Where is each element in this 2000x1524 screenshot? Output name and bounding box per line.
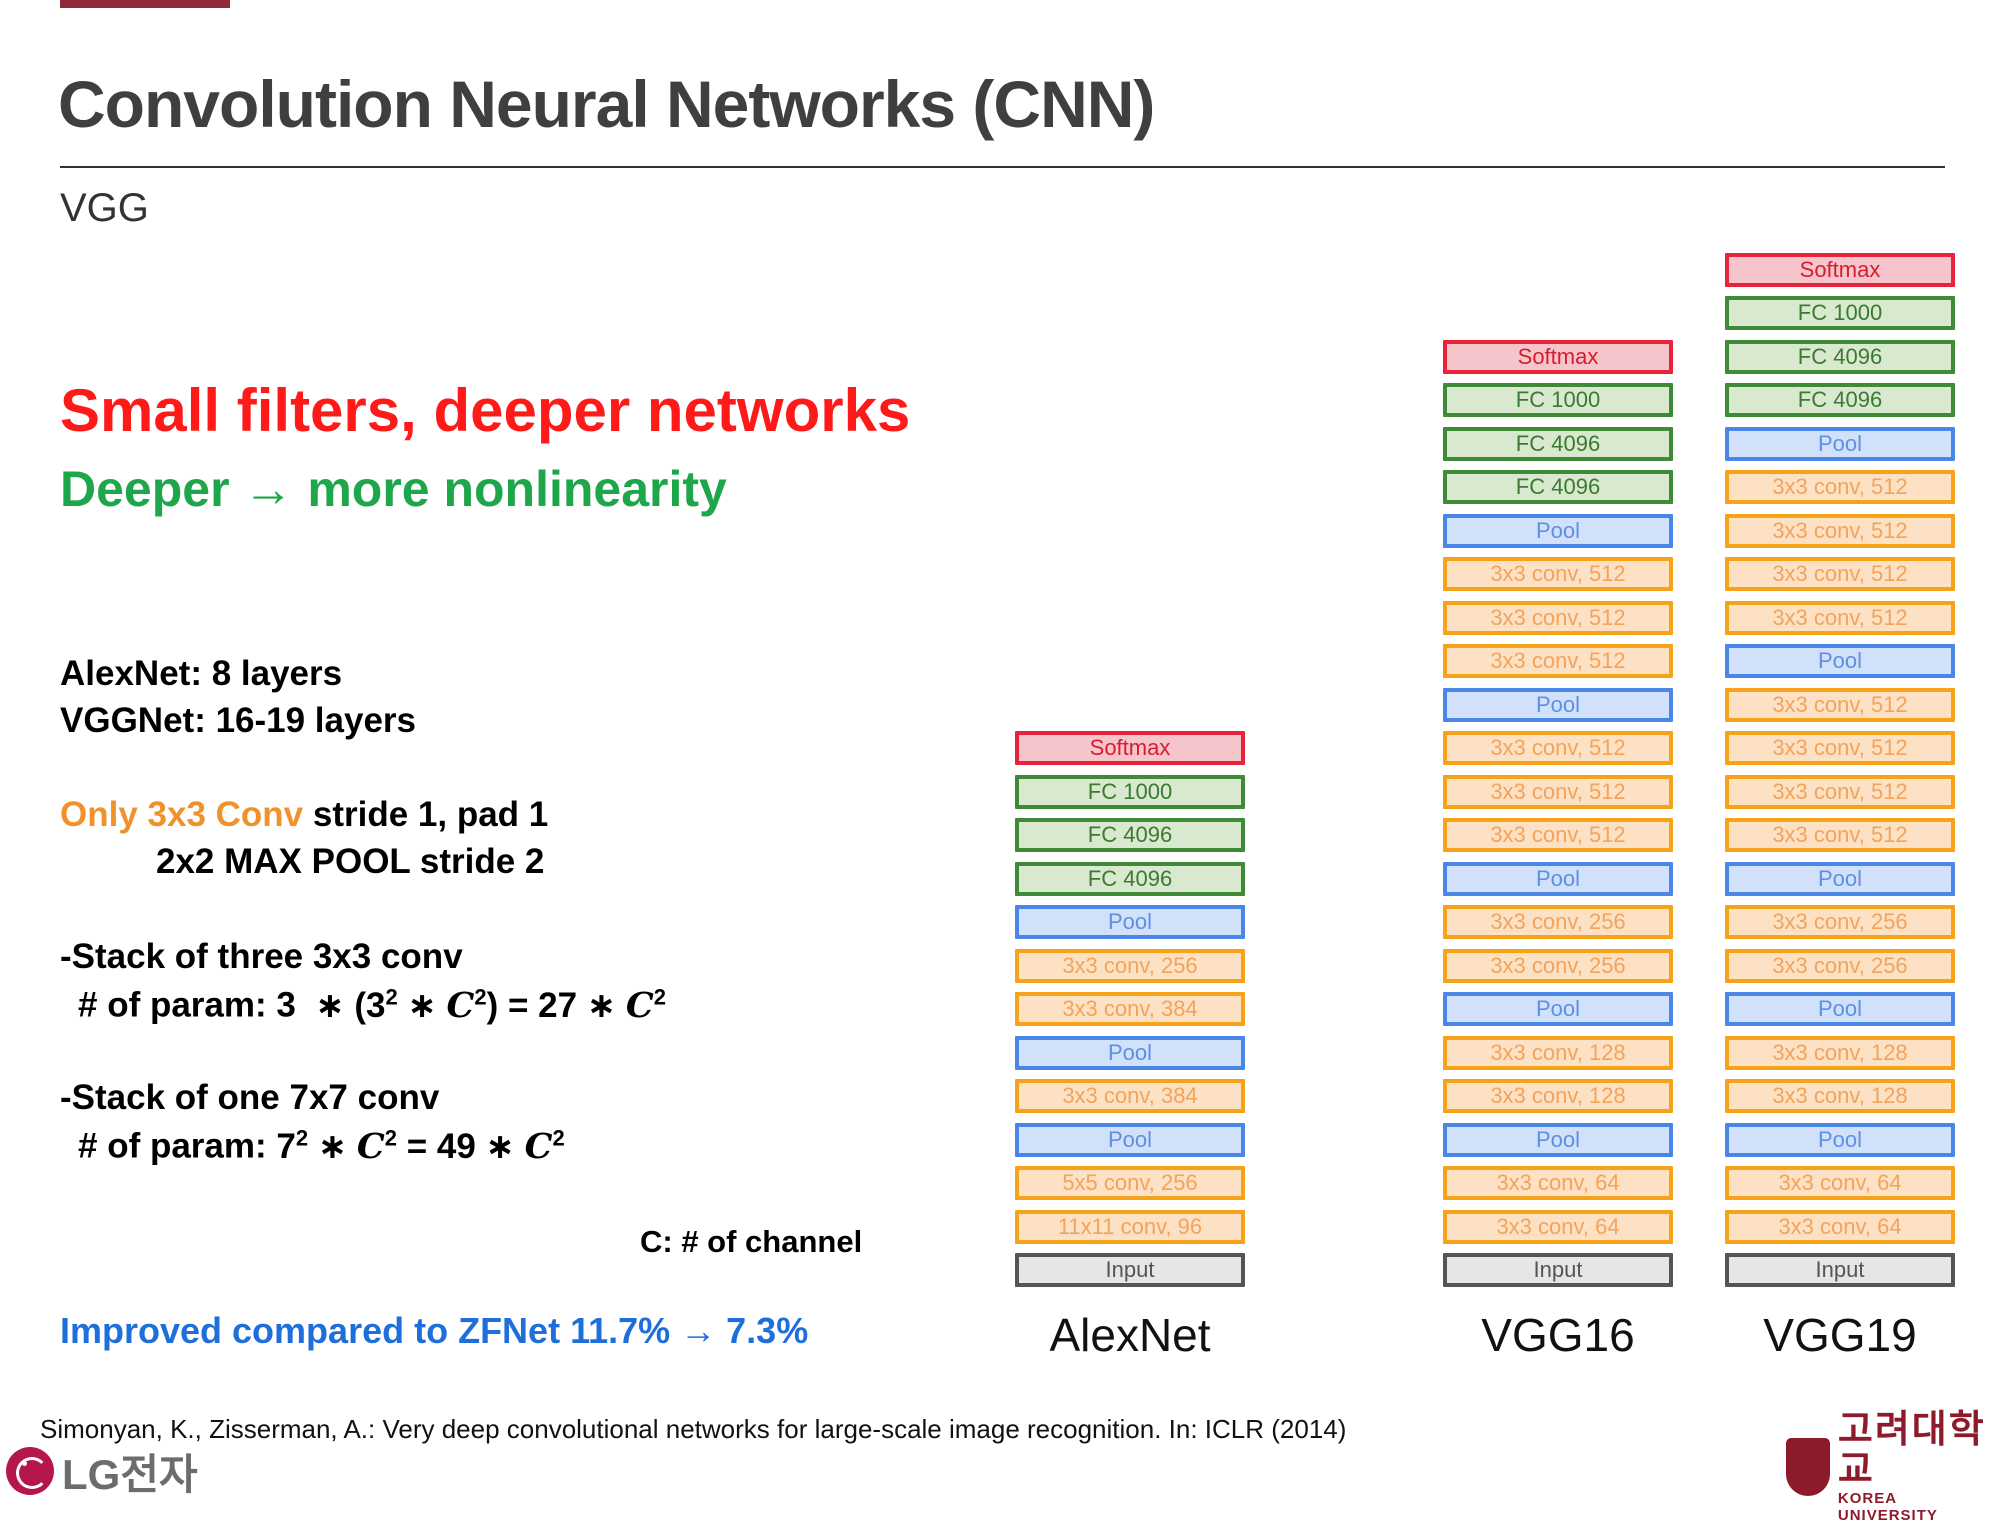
alexnet-layer-conv: 3x3 conv, 384 [1015, 1079, 1245, 1113]
vgg16-layer-pool: Pool [1443, 513, 1673, 548]
vgg16-layer-conv: 3x3 conv, 512 [1443, 644, 1673, 678]
vgg19-layer-conv: 3x3 conv, 512 [1725, 774, 1955, 809]
vgg19-layer-pool: Pool [1725, 1122, 1955, 1157]
vgg16-layer-pool: Pool [1443, 1122, 1673, 1157]
alexnet-layer-pool: Pool [1015, 905, 1245, 939]
vgg16-layer-fc: FC 4096 [1443, 426, 1673, 461]
vgg19-layer-pool: Pool [1725, 861, 1955, 896]
stack-one-formula: # of param: 72 ∗ C2 = 49 ∗ C2 [78, 1125, 565, 1167]
vgg19-layer-pool: Pool [1725, 992, 1955, 1026]
tiger-crest-icon [1786, 1438, 1830, 1496]
vgg16-layer-conv: 3x3 conv, 128 [1443, 1035, 1673, 1070]
top-accent-bar [60, 0, 230, 8]
improvement-note: Improved compared to ZFNet 11.7% → 7.3% [60, 1310, 809, 1351]
vgg16-layer-fc: FC 1000 [1443, 383, 1673, 417]
alexnet-layer-fc: FC 1000 [1015, 774, 1245, 809]
stack-one-formula-math: 72 ∗ C2 = 49 ∗ C2 [276, 1125, 565, 1167]
vgg19-layer-conv: 3x3 conv, 128 [1725, 1079, 1955, 1113]
vggnet-layer-count: VGGNet: 16-19 layers [60, 701, 417, 740]
vgg19-layer-conv: 3x3 conv, 256 [1725, 948, 1955, 983]
alexnet-layer-count: AlexNet: 8 layers [60, 654, 343, 693]
alexnet-layer-fc: FC 4096 [1015, 818, 1245, 852]
subheadline: Deeper → more nonlinearity [60, 461, 727, 517]
stack-one-title: -Stack of one 7x7 conv [60, 1078, 440, 1117]
vgg19-layer-fc: FC 4096 [1725, 339, 1955, 374]
slide-subtitle: VGG [60, 186, 149, 230]
vgg16-layer-pool: Pool [1443, 687, 1673, 722]
vgg19-layer-pool: Pool [1725, 644, 1955, 678]
alexnet-layer-conv: 11x11 conv, 96 [1015, 1209, 1245, 1244]
stack-three-formula-math: ∗ (32 ∗ C2) = 27 ∗ C2 [305, 984, 666, 1026]
vgg19-layer-conv: 3x3 conv, 512 [1725, 470, 1955, 504]
headline: Small filters, deeper networks [60, 377, 911, 444]
vgg16-layer-softmax: Softmax [1443, 339, 1673, 374]
vgg19-layer-conv: 3x3 conv, 64 [1725, 1209, 1955, 1244]
alexnet-layer-fc: FC 4096 [1015, 861, 1245, 896]
vgg16-layer-fc: FC 4096 [1443, 470, 1673, 504]
stack-one-formula-prefix: # of param: [78, 1126, 277, 1166]
stack-three-formula: # of param: 3 ∗ (32 ∗ C2) = 27 ∗ C2 [78, 984, 666, 1026]
lg-face-icon [6, 1447, 54, 1495]
ku-logo-korean: 고려대학교 [1837, 1409, 1986, 1491]
vgg16-layer-input: Input [1443, 1253, 1673, 1287]
vgg16-layer-pool: Pool [1443, 861, 1673, 896]
vgg16-layer-conv: 3x3 conv, 256 [1443, 948, 1673, 983]
alexnet-layer-pool: Pool [1015, 1122, 1245, 1157]
conv-only-rest: stride 1, pad 1 [303, 795, 549, 834]
maxpool-line: 2x2 MAX POOL stride 2 [156, 842, 545, 881]
vgg16-layer-conv: 3x3 conv, 64 [1443, 1209, 1673, 1244]
ku-logo-english: KOREA UNIVERSITY [1837, 1490, 1938, 1524]
vgg19-layer-conv: 3x3 conv, 64 [1725, 1166, 1955, 1200]
vgg16-layer-conv: 3x3 conv, 512 [1443, 557, 1673, 591]
alexnet-layer-conv: 3x3 conv, 384 [1015, 992, 1245, 1026]
channel-note: C: # of channel [640, 1224, 863, 1259]
stack-three-title: -Stack of three 3x3 conv [60, 937, 463, 976]
conv-config-line: Only 3x3 Conv stride 1, pad 1 [60, 795, 548, 835]
vgg19-layer-conv: 3x3 conv, 512 [1725, 687, 1955, 722]
vgg19-layer-softmax: Softmax [1725, 252, 1955, 287]
vgg19-layer-conv: 3x3 conv, 128 [1725, 1035, 1955, 1070]
vgg16-layer-conv: 3x3 conv, 512 [1443, 818, 1673, 852]
vgg19-layer-fc: FC 4096 [1725, 383, 1955, 417]
vgg16-layer-conv: 3x3 conv, 256 [1443, 905, 1673, 939]
alexnet-label: AlexNet [1049, 1309, 1211, 1361]
vgg16-layer-conv: 3x3 conv, 512 [1443, 731, 1673, 765]
alexnet-layer-pool: Pool [1015, 1035, 1245, 1070]
vgg16-label: VGG16 [1481, 1309, 1635, 1361]
vgg16-layer-conv: 3x3 conv, 128 [1443, 1079, 1673, 1113]
vgg16-layer-conv: 3x3 conv, 512 [1443, 774, 1673, 809]
alexnet-layer-conv: 3x3 conv, 256 [1015, 948, 1245, 983]
citation: Simonyan, K., Zisserman, A.: Very deep c… [40, 1414, 1347, 1444]
vgg16-layer-pool: Pool [1443, 992, 1673, 1026]
stack-three-formula-prefix: # of param: 3 [78, 985, 296, 1025]
vgg19-layer-conv: 3x3 conv, 512 [1725, 557, 1955, 591]
korea-university-logo: 고려대학교 KOREA UNIVERSITY [1786, 1410, 2000, 1524]
slide-title: Convolution Neural Networks (CNN) [58, 67, 1155, 141]
vgg19-label: VGG19 [1763, 1309, 1917, 1361]
vgg19-layer-conv: 3x3 conv, 512 [1725, 818, 1955, 852]
vgg19-layer-conv: 3x3 conv, 512 [1725, 513, 1955, 548]
vgg19-layer-input: Input [1725, 1253, 1955, 1287]
vgg19-layer-conv: 3x3 conv, 512 [1725, 600, 1955, 635]
conv-only-highlight: Only 3x3 Conv [60, 795, 304, 834]
vgg19-layer-conv: 3x3 conv, 256 [1725, 905, 1955, 939]
alexnet-layer-conv: 5x5 conv, 256 [1015, 1166, 1245, 1200]
lg-logo: LG전자 [6, 1446, 198, 1498]
alexnet-layer-softmax: Softmax [1015, 731, 1245, 765]
alexnet-layer-input: Input [1015, 1253, 1245, 1287]
title-divider [60, 166, 1945, 168]
lg-logo-text: LG전자 [62, 1450, 198, 1498]
vgg19-layer-fc: FC 1000 [1725, 296, 1955, 330]
vgg16-layer-conv: 3x3 conv, 512 [1443, 600, 1673, 635]
vgg16-layer-conv: 3x3 conv, 64 [1443, 1166, 1673, 1200]
vgg19-layer-conv: 3x3 conv, 512 [1725, 731, 1955, 765]
vgg19-layer-pool: Pool [1725, 426, 1955, 461]
